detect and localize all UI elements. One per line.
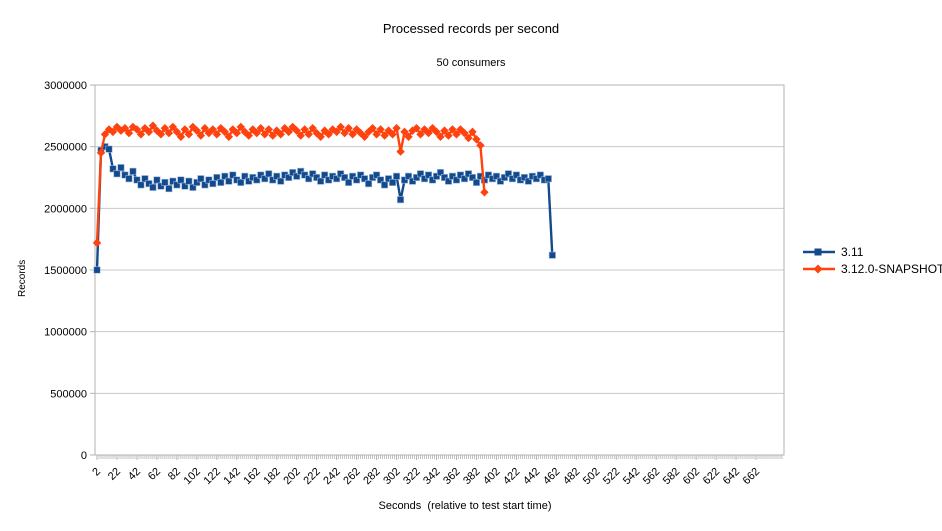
svg-text:482: 482 bbox=[561, 466, 582, 487]
chart-subtitle: 50 consumers bbox=[436, 57, 506, 69]
svg-text:342: 342 bbox=[421, 466, 442, 487]
x-axis-title: Seconds (relative to test start time) bbox=[378, 500, 552, 512]
svg-text:82: 82 bbox=[166, 466, 183, 483]
svg-text:202: 202 bbox=[281, 466, 302, 487]
legend-label: 3.11 bbox=[841, 244, 864, 259]
legend-item-3-11: 3.11 bbox=[802, 244, 942, 259]
legend-marker-diamond-icon bbox=[803, 264, 835, 273]
svg-text:142: 142 bbox=[221, 466, 242, 487]
svg-text:442: 442 bbox=[521, 466, 542, 487]
svg-text:662: 662 bbox=[741, 466, 762, 487]
legend-item-3-12-0-snapshot: 3.12.0-SNAPSHOT bbox=[802, 261, 942, 276]
svg-text:562: 562 bbox=[641, 466, 662, 487]
svg-text:62: 62 bbox=[146, 466, 163, 483]
svg-text:302: 302 bbox=[381, 466, 402, 487]
svg-text:42: 42 bbox=[126, 466, 143, 483]
series-markers-3.11 bbox=[93, 143, 556, 274]
svg-text:182: 182 bbox=[261, 466, 282, 487]
svg-text:362: 362 bbox=[441, 466, 462, 487]
svg-text:322: 322 bbox=[401, 466, 422, 487]
svg-text:282: 282 bbox=[361, 466, 382, 487]
gridlines bbox=[90, 84, 784, 456]
legend-label: 3.12.0-SNAPSHOT bbox=[841, 261, 942, 276]
y-tick-labels: 0 500000 1000000 1500000 2000000 2500000 30000… bbox=[44, 80, 87, 462]
svg-text:622: 622 bbox=[701, 466, 722, 487]
svg-text:542: 542 bbox=[621, 466, 642, 487]
svg-text:3000000: 3000000 bbox=[44, 80, 87, 92]
svg-text:2000000: 2000000 bbox=[44, 203, 87, 215]
svg-text:2: 2 bbox=[90, 466, 103, 479]
svg-text:602: 602 bbox=[681, 466, 702, 487]
svg-text:262: 262 bbox=[341, 466, 362, 487]
svg-text:222: 222 bbox=[301, 466, 322, 487]
x-tick-labels: 2 22 42 62 821021221421621822022222422622823… bbox=[90, 466, 762, 487]
svg-text:162: 162 bbox=[241, 466, 262, 487]
svg-text:422: 422 bbox=[501, 466, 522, 487]
svg-text:1000000: 1000000 bbox=[44, 327, 87, 339]
svg-text:402: 402 bbox=[481, 466, 502, 487]
svg-text:242: 242 bbox=[321, 466, 342, 487]
svg-text:642: 642 bbox=[721, 466, 742, 487]
svg-text:582: 582 bbox=[661, 466, 682, 487]
legend: 3.11 3.12.0-SNAPSHOT bbox=[802, 244, 942, 276]
svg-text:1500000: 1500000 bbox=[44, 265, 87, 277]
svg-text:0: 0 bbox=[81, 450, 87, 462]
svg-text:2500000: 2500000 bbox=[44, 142, 87, 154]
svg-text:500000: 500000 bbox=[50, 388, 87, 400]
legend-marker-square-icon bbox=[803, 248, 835, 255]
svg-text:22: 22 bbox=[106, 466, 123, 483]
svg-text:382: 382 bbox=[461, 466, 482, 487]
chart-title: Processed records per second bbox=[382, 21, 560, 36]
svg-text:522: 522 bbox=[601, 466, 622, 487]
svg-text:502: 502 bbox=[581, 466, 602, 487]
x-ticks bbox=[96, 455, 783, 460]
svg-text:462: 462 bbox=[541, 466, 562, 487]
series-markers-3.12.0-SNAPSHOT bbox=[92, 121, 489, 248]
svg-text:102: 102 bbox=[182, 466, 203, 487]
svg-text:122: 122 bbox=[201, 466, 222, 487]
